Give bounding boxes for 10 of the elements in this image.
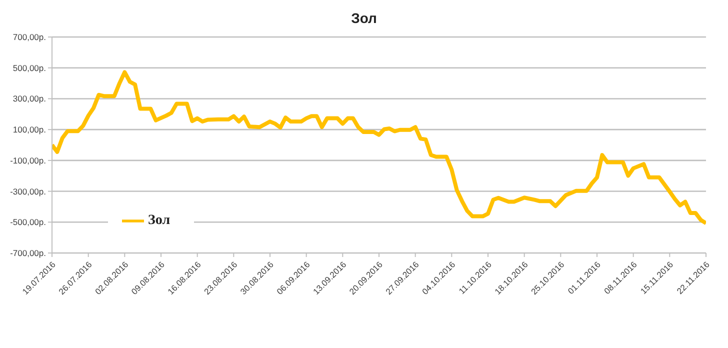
y-tick-label: 100,00р.: [12, 124, 46, 135]
y-tick-label: -300,00р.: [10, 186, 46, 196]
y-tick-label: -500,00р.: [10, 217, 46, 228]
legend-label: Зол: [148, 213, 170, 228]
y-tick-label: 300,00р.: [12, 94, 46, 104]
y-tick-label: -100,00р.: [10, 155, 46, 166]
chart-title: Зол: [350, 10, 378, 26]
y-tick-label: 500,00р.: [12, 62, 46, 73]
y-tick-label: 700,00р.: [12, 32, 46, 42]
y-tick-label: -700,00р.: [10, 248, 46, 258]
